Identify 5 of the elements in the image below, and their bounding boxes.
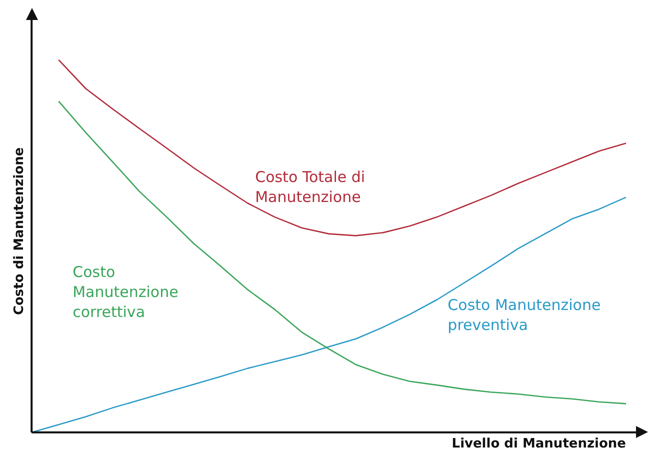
y-axis-title: Costo di Manutenzione bbox=[12, 147, 28, 316]
series-label: Costo Manutenzione preventiva bbox=[448, 296, 601, 334]
series-label: Costo Manutenzione correttiva bbox=[72, 262, 178, 321]
x-axis-title: Livello di Manutenzione bbox=[452, 436, 626, 452]
series-label: Costo Totale di Manutenzione bbox=[255, 168, 366, 206]
